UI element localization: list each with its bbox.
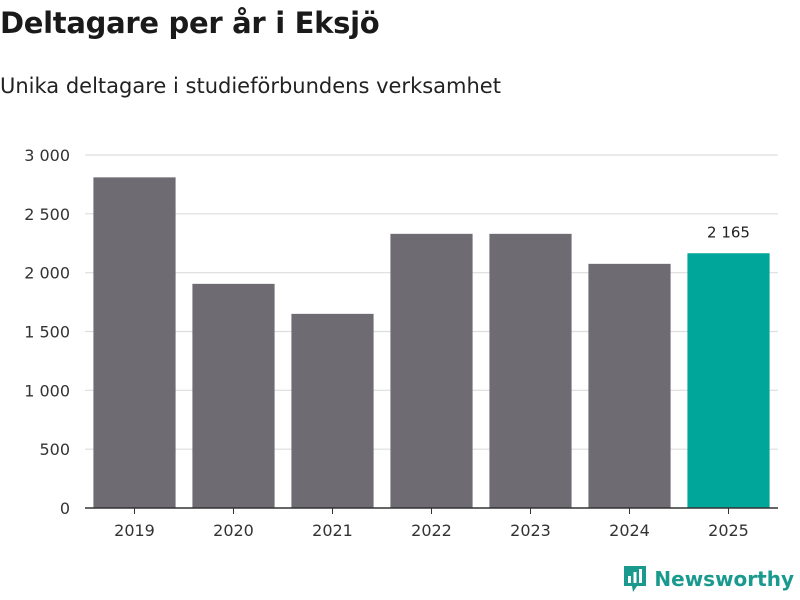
bar-2021 (291, 313, 374, 508)
y-tick-label: 1 000 (24, 381, 70, 400)
bars (93, 177, 770, 508)
chart-subtitle: Unika deltagare i studieförbundens verks… (0, 74, 501, 98)
y-tick-label: 1 500 (24, 323, 70, 342)
x-tick-label: 2019 (114, 521, 155, 540)
bar-2025 (687, 253, 770, 508)
x-tick-label: 2025 (708, 521, 749, 540)
x-tick-label: 2024 (609, 521, 650, 540)
y-tick-label: 3 000 (24, 146, 70, 165)
y-tick-label: 2 000 (24, 264, 70, 283)
bar-2022 (390, 233, 473, 508)
chart-title: Deltagare per år i Eksjö (0, 6, 380, 40)
labels: 0 500 1 000 1 500 2 000 2 500 3 000 2019 2020 202… (24, 146, 750, 540)
bar-chart-logo-icon (624, 566, 647, 592)
x-tick-label: 2023 (510, 521, 551, 540)
bar-2019 (93, 177, 176, 508)
bar-2020 (192, 283, 275, 508)
y-tick-label: 0 (60, 499, 70, 518)
brand-name: Newsworthy (654, 567, 794, 591)
data-label: 2 165 (707, 223, 750, 241)
y-tick-label: 500 (39, 440, 70, 459)
x-tick-label: 2022 (411, 521, 452, 540)
x-tick-label: 2021 (312, 521, 353, 540)
bar-2024 (588, 263, 671, 508)
axes (85, 507, 778, 514)
newsworthy-logo: Newsworthy (622, 564, 794, 594)
x-tick-label: 2020 (213, 521, 254, 540)
y-tick-label: 2 500 (24, 205, 70, 224)
bar-2023 (489, 233, 572, 508)
